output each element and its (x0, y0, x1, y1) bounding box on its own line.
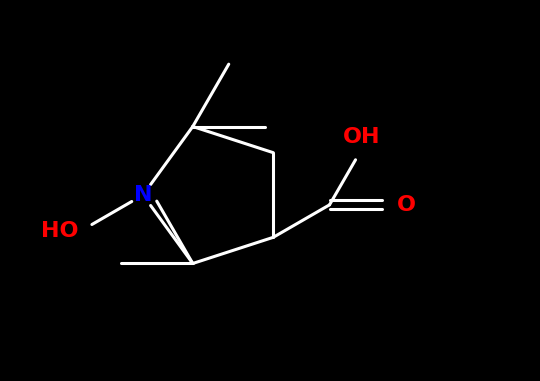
Text: N: N (134, 185, 152, 205)
Text: OH: OH (343, 126, 381, 147)
Text: O: O (396, 195, 416, 215)
Text: HO: HO (41, 221, 79, 241)
